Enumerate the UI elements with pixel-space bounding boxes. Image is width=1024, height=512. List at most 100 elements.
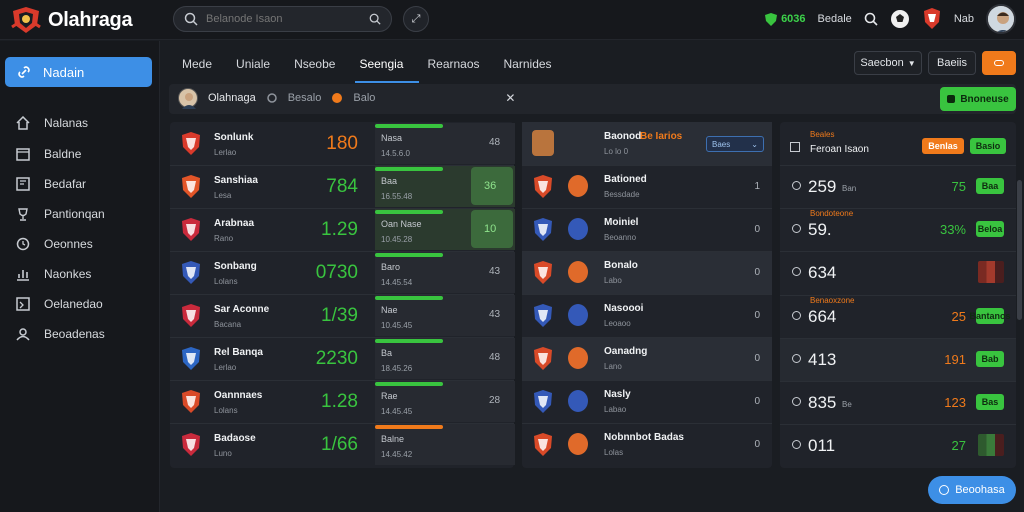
market-cell[interactable]: Ba 18.45.26 48	[375, 338, 515, 379]
stat-row[interactable]: Bondoteone 59. 33% Beloa	[780, 208, 1016, 251]
coin-balance[interactable]: 6036	[765, 12, 806, 26]
team-badge-icon[interactable]	[922, 8, 942, 30]
orange-action-button[interactable]	[982, 51, 1016, 75]
market-cell[interactable]: Nae 10.45.45 43	[375, 295, 515, 336]
tab-nseobe[interactable]: Nseobe	[294, 57, 336, 71]
stat-badge[interactable]: Beloa	[976, 221, 1004, 238]
event-row[interactable]: Moiniel Beoanno 0	[522, 208, 772, 251]
clock-icon	[792, 267, 801, 277]
close-icon[interactable]: ✕	[505, 91, 516, 105]
match-row[interactable]: Rel Banqa Lerlao 2230 Ba 18.45.26 48	[170, 337, 515, 380]
tab-narnides[interactable]: Narnides	[503, 57, 552, 71]
team-league: Lerlao	[214, 363, 237, 372]
event-row[interactable]: Oanadng Lano 0	[522, 337, 772, 380]
clock-icon	[792, 440, 801, 450]
match-row[interactable]: Sonlunk Lerlao 180 Nasa 14.5.6.0 48	[170, 122, 515, 165]
sub-bar-name[interactable]: Olahnaga	[208, 92, 256, 104]
match-row[interactable]: Sonbang Lolans 0730 Baro 14.45.54 43	[170, 251, 515, 294]
stat-row[interactable]: 259 Ban 75 Baa	[780, 165, 1016, 208]
odds-value[interactable]: 2230	[315, 348, 358, 369]
sidebar-item-beoadenas[interactable]: Beoadenas	[16, 327, 105, 341]
market-time: 16.55.48	[381, 192, 413, 201]
market-cell[interactable]: Balne 14.45.42	[375, 424, 515, 465]
market-cell[interactable]: Rae 14.45.45 28	[375, 381, 515, 422]
odds-value[interactable]: 1/39	[321, 305, 358, 326]
ball-icon[interactable]	[890, 9, 910, 29]
team-badge-icon	[182, 261, 200, 284]
user-name[interactable]: Nab	[953, 13, 974, 25]
expand-icon[interactable]: ⤢	[403, 6, 429, 32]
sub-bar	[169, 84, 1016, 114]
chevron-down-icon: ⌄	[751, 139, 758, 149]
event-row[interactable]: Baonod Be Iarios Lo lo 0 Baes ⌄	[522, 122, 772, 165]
stat-row[interactable]: 011 27	[780, 424, 1016, 467]
event-dropdown[interactable]: Baes ⌄	[706, 136, 764, 152]
search-input[interactable]	[206, 13, 361, 25]
tab-seengia[interactable]: Seengia	[347, 50, 420, 83]
market-cell[interactable]: Baa 16.55.48 36	[375, 166, 515, 207]
odds-value[interactable]: 1/66	[321, 434, 358, 455]
sidebar-item-naonkes[interactable]: Naonkes	[16, 267, 91, 281]
stats-btn-2[interactable]: Basio	[970, 138, 1006, 154]
stat-row[interactable]: 835 Be 123 Bas	[780, 381, 1016, 424]
fire-icon[interactable]	[331, 92, 343, 104]
match-row[interactable]: Sar Aconne Bacana 1/39 Nae 10.45.45 43	[170, 294, 515, 337]
avatar[interactable]	[986, 4, 1016, 34]
event-row[interactable]: Bonalo Labo 0	[522, 251, 772, 294]
event-row[interactable]: Bationed Bessdade 1	[522, 165, 772, 208]
stat-badge[interactable]: Baa	[976, 178, 1004, 194]
market-cell[interactable]: Oan Nase 10.45.28 10	[375, 209, 515, 250]
team-name: Sanshiaa	[214, 175, 258, 186]
sidebar-item-oeonnes[interactable]: Oeonnes	[16, 237, 93, 251]
stat-badge[interactable]: Bantanos	[970, 307, 1011, 324]
sidebar-item-baldne[interactable]: Baldne	[16, 147, 81, 161]
brand[interactable]: Olahraga	[10, 5, 133, 35]
search-bar[interactable]	[173, 6, 392, 32]
odds-value[interactable]: 1.28	[321, 391, 358, 412]
stat-badge[interactable]: Bab	[976, 350, 1004, 367]
tab-mede[interactable]: Mede	[182, 57, 213, 71]
stat-badge[interactable]: Bas	[976, 394, 1004, 410]
sub-bar-item[interactable]: Balo	[353, 92, 376, 104]
sidebar-item-oelanedao[interactable]: Oelanedao	[16, 297, 103, 311]
stat-row[interactable]: 413 191 Bab	[780, 337, 1016, 381]
odds-value[interactable]: 1.29	[321, 219, 358, 240]
match-row[interactable]: Oannnaes Lolans 1.28 Rae 14.45.45 28	[170, 380, 515, 423]
tab-uniale[interactable]: Uniale	[236, 57, 271, 71]
sidebar-item-pantionqan[interactable]: Pantionqan	[16, 207, 105, 221]
floating-action-button[interactable]: Beoohasa	[928, 476, 1016, 504]
event-row[interactable]: Nasly Labao 0	[522, 380, 772, 423]
sub-bar-item[interactable]: Besalo	[287, 92, 322, 104]
filter-button[interactable]: Baeiis	[928, 51, 976, 75]
avatar[interactable]	[178, 88, 198, 109]
sidebar-item-bedafar[interactable]: Bedafar	[16, 177, 86, 191]
sort-dropdown[interactable]: Saecbon ▼	[854, 51, 922, 75]
header-label[interactable]: Bedale	[817, 13, 852, 25]
stat-row[interactable]: 634	[780, 251, 1016, 294]
stat-value: 664	[808, 306, 837, 326]
odds-value[interactable]: 0730	[315, 262, 358, 283]
sidebar-item-nadain[interactable]: Nadain	[5, 57, 152, 87]
event-row[interactable]: Nasoooi Leoaoo 0	[522, 294, 772, 337]
search-submit-icon[interactable]	[369, 13, 381, 25]
match-row[interactable]: Sanshiaa Lesa 784 Baa 16.55.48 36	[170, 165, 515, 208]
market-cell[interactable]: Baro 14.45.54 43	[375, 252, 515, 293]
scrollbar[interactable]	[1017, 180, 1022, 320]
logo-icon	[11, 7, 41, 33]
row-divider	[780, 381, 1016, 382]
event-row[interactable]: Nobnnbot Badas Lolas 0	[522, 423, 772, 466]
search-icon[interactable]	[864, 12, 878, 26]
match-row[interactable]: Arabnaa Rano 1.29 Oan Nase 10.45.28 10	[170, 208, 515, 251]
stat-value: 413	[808, 349, 837, 369]
odds-value[interactable]: 784	[326, 176, 358, 197]
cta-button[interactable]: Bnoneuse	[940, 87, 1016, 111]
stats-btn-1[interactable]: Benlas	[922, 138, 964, 154]
stat-row[interactable]: Benaoxzone 664 25 Bantanos	[780, 294, 1016, 338]
sidebar-item-nalanas[interactable]: Nalanas	[16, 116, 88, 130]
market-cell[interactable]: Nasa 14.5.6.0 48	[375, 123, 515, 164]
match-row[interactable]: Badaose Luno 1/66 Balne 14.45.42	[170, 423, 515, 466]
gear-icon[interactable]	[266, 92, 278, 104]
odds-value[interactable]: 180	[326, 133, 358, 154]
tab-rearnaos[interactable]: Rearnaos	[427, 57, 480, 71]
player-icon	[568, 390, 588, 412]
